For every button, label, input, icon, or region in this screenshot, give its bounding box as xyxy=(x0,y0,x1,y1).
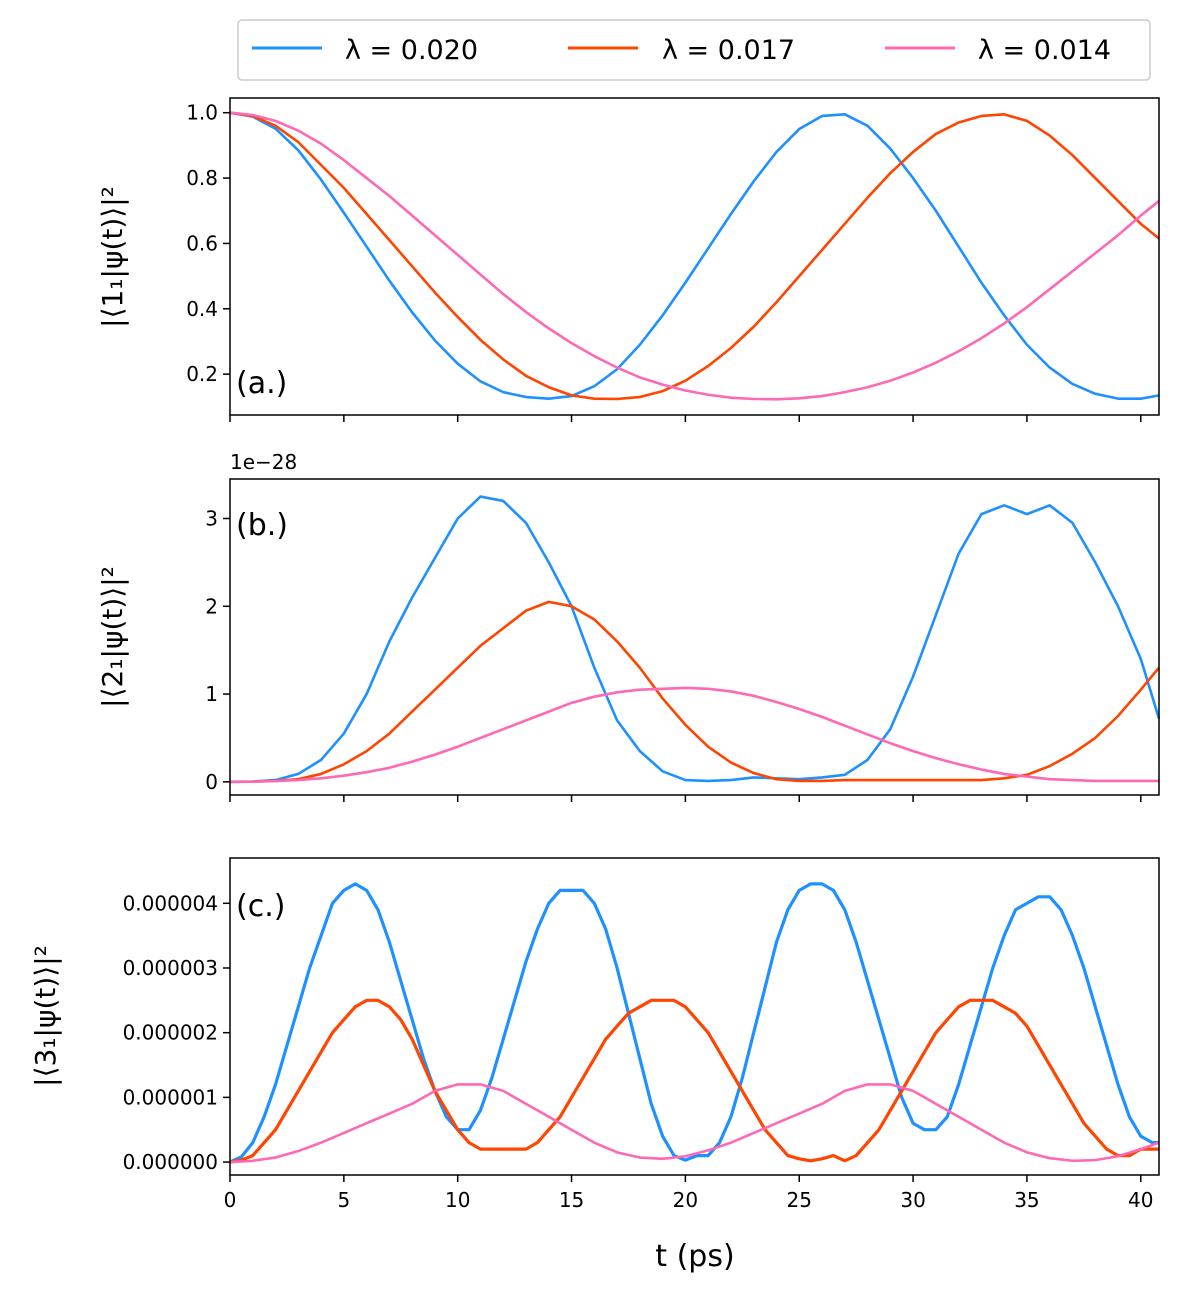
panel-c-series-1 xyxy=(229,998,1159,1164)
panel-a-ytick-label-1: 0.4 xyxy=(186,297,218,321)
panel-a-yticks: 0.2 0.4 0.6 0.8 1.0 xyxy=(186,101,230,386)
panel-c-ytick-label-1: 0.000001 xyxy=(123,1085,218,1109)
panel-b-ytick-label-0: 0 xyxy=(205,770,218,794)
panel-a-xticks xyxy=(229,415,1142,422)
panel-b-yticks: 0 1 2 3 xyxy=(205,507,230,794)
legend-frame xyxy=(237,19,1151,81)
panel-b-ylabel: |⟨2₁|ψ(t)⟩|² xyxy=(96,566,129,708)
panel-a-series-1 xyxy=(229,111,1160,401)
panel-c-series-2 xyxy=(229,1083,1160,1164)
x-tick-label-3: 15 xyxy=(559,1188,584,1212)
panel-c-ytick-label-4: 0.000004 xyxy=(123,891,218,915)
legend-label-0: λ = 0.020 xyxy=(345,35,478,66)
x-tick-label-4: 20 xyxy=(673,1188,698,1212)
panel-a-ytick-label-0: 0.2 xyxy=(186,362,218,386)
panel-c-ylabel: |⟨3₁|ψ(t)⟩|² xyxy=(29,945,62,1087)
legend: λ = 0.020 λ = 0.017 λ = 0.014 xyxy=(237,19,1151,81)
panel-b-frame xyxy=(229,478,1160,796)
x-tick-label-1: 5 xyxy=(337,1188,350,1212)
panel-a-series-2 xyxy=(229,111,1160,401)
panel-a-frame xyxy=(229,97,1160,416)
panel-a: 0.2 0.4 0.6 0.8 1.0 (a.) |⟨1₁|ψ(t)⟩|² xyxy=(96,97,1160,422)
panel-a-series-0 xyxy=(229,111,1160,400)
panel-c-series-0 xyxy=(229,882,1159,1164)
panel-b: 0 1 2 3 1e−28 (b.) |⟨2₁|ψ(t)⟩|² xyxy=(96,450,1161,802)
panel-a-ytick-label-3: 0.8 xyxy=(186,166,218,190)
panel-b-ytick-label-2: 2 xyxy=(205,594,218,618)
x-tick-label-6: 30 xyxy=(900,1188,925,1212)
legend-label-1: λ = 0.017 xyxy=(662,35,795,66)
panel-c-ytick-label-3: 0.000003 xyxy=(123,956,218,980)
x-tick-label-7: 35 xyxy=(1014,1188,1039,1212)
panel-c-xticks: 0 5 10 15 20 25 30 35 40 xyxy=(224,1175,1154,1212)
panel-b-series-2 xyxy=(229,686,1159,784)
panel-a-curves xyxy=(229,111,1160,401)
panel-b-xticks xyxy=(229,795,1142,802)
panel-b-series-1 xyxy=(229,600,1161,784)
x-tick-label-2: 10 xyxy=(445,1188,470,1212)
panel-b-offset-text: 1e−28 xyxy=(230,450,297,474)
panel-c-ytick-label-2: 0.000002 xyxy=(123,1021,218,1045)
panel-b-ytick-label-1: 1 xyxy=(205,682,218,706)
panel-c-curves xyxy=(229,882,1160,1164)
panel-a-tag: (a.) xyxy=(236,366,287,401)
x-axis-label: t (ps) xyxy=(655,1239,734,1274)
panel-b-tag: (b.) xyxy=(236,508,288,543)
panel-b-ytick-label-3: 3 xyxy=(205,507,218,531)
panel-c-yticks: 0.000000 0.000001 0.000002 0.000003 0.000004 xyxy=(123,891,230,1174)
panel-a-ylabel: |⟨1₁|ψ(t)⟩|² xyxy=(96,186,129,328)
panel-b-series-0 xyxy=(229,495,1161,784)
panel-c: 0.000000 0.000001 0.000002 0.000003 0.000004… xyxy=(29,857,1160,1212)
panel-c-frame xyxy=(229,857,1160,1176)
panel-a-ytick-label-2: 0.6 xyxy=(186,231,218,255)
x-tick-label-0: 0 xyxy=(224,1188,237,1212)
x-tick-label-5: 25 xyxy=(787,1188,812,1212)
panel-b-curves xyxy=(229,495,1161,784)
x-tick-label-8: 40 xyxy=(1128,1188,1153,1212)
panel-a-ytick-label-4: 1.0 xyxy=(186,101,218,125)
panel-c-ytick-label-0: 0.000000 xyxy=(123,1150,218,1174)
panel-c-tag: (c.) xyxy=(236,889,285,924)
legend-label-2: λ = 0.014 xyxy=(978,35,1111,66)
